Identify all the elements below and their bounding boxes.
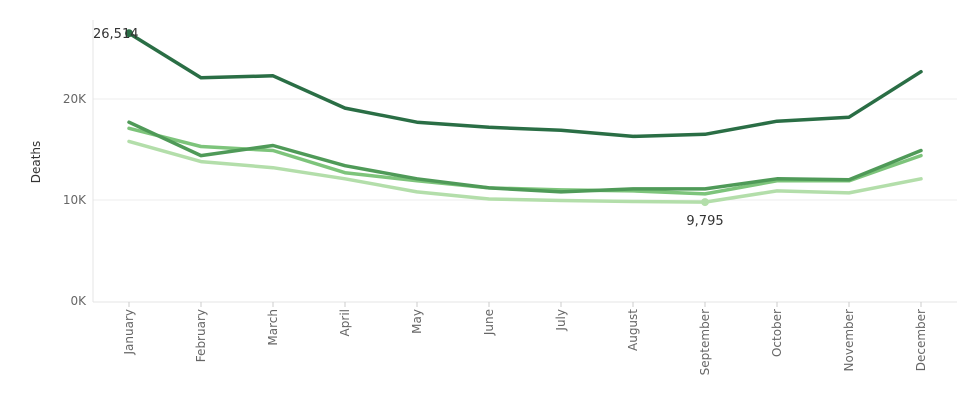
data-label: 26,514: [93, 27, 139, 42]
axes: [92, 20, 957, 307]
x-tick-label: October: [770, 309, 784, 357]
x-tick-labels: January February March April May June July Augu…: [122, 309, 928, 376]
y-tick-label: 20K: [63, 92, 87, 106]
data-point-marker: [125, 29, 133, 38]
x-tick-label: June: [482, 309, 496, 336]
y-tick-labels: 0K 10K 20K: [63, 92, 87, 308]
grid-lines: [93, 98, 957, 201]
y-axis-title: Deaths: [29, 141, 43, 184]
series-line: [127, 126, 923, 196]
x-tick-label: May: [410, 309, 424, 334]
x-tick-label: April: [338, 309, 352, 336]
x-tick-label: July: [554, 309, 568, 332]
x-tick-label: November: [842, 309, 856, 371]
data-labels: 26,514 9,795: [93, 27, 724, 229]
data-point-marker: [701, 198, 709, 207]
series-lines: [127, 31, 923, 204]
x-tick-label: January: [122, 309, 136, 356]
x-tick-label: March: [266, 309, 280, 346]
series-line: [127, 31, 923, 139]
series-line: [127, 139, 923, 204]
y-tick-label: 10K: [63, 193, 87, 207]
x-tick-label: August: [626, 309, 640, 351]
series-line: [127, 120, 923, 194]
data-label: 9,795: [686, 214, 723, 229]
y-tick-label: 0K: [70, 294, 87, 308]
x-tick-label: September: [698, 309, 712, 375]
x-tick-label: February: [194, 309, 208, 362]
x-tick-label: December: [914, 309, 928, 371]
